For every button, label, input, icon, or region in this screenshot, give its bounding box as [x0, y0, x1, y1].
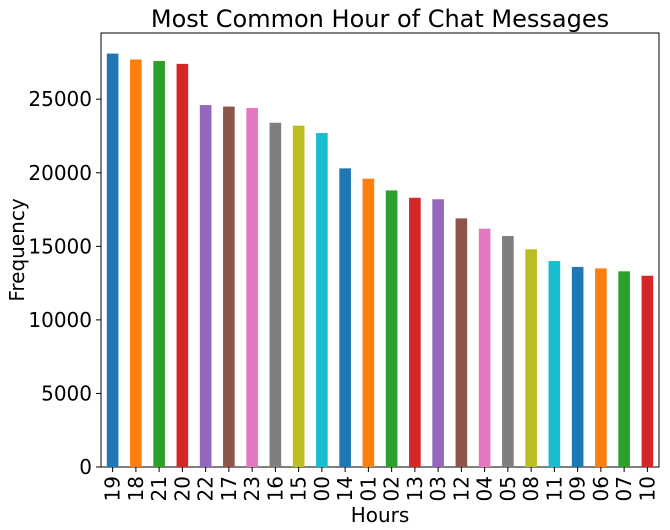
x-tick-label-06: 06 [589, 476, 613, 501]
x-tick-label-16: 16 [263, 476, 287, 501]
y-tick-label-10000: 10000 [28, 308, 92, 332]
bar-12 [455, 218, 468, 467]
bar-17 [223, 106, 235, 467]
x-tick-label-11: 11 [542, 476, 566, 501]
x-tick-label-23: 23 [240, 476, 264, 501]
x-tick-label-00: 00 [310, 476, 334, 501]
bar-18 [130, 59, 142, 468]
x-tick-label-05: 05 [496, 476, 520, 501]
x-tick-label-03: 03 [426, 476, 450, 501]
bar-06 [595, 268, 607, 467]
bar-13 [409, 197, 421, 467]
x-tick-label-10: 10 [635, 476, 659, 501]
bar-20 [176, 63, 189, 467]
x-tick-label-01: 01 [356, 476, 380, 501]
bar-19 [106, 53, 119, 467]
y-axis: 0 5000 10000 15000 20000 25000 [28, 87, 101, 479]
y-tick-label-25000: 25000 [28, 87, 92, 111]
bar-22 [199, 105, 212, 467]
x-tick-label-22: 22 [194, 476, 218, 501]
bar-10 [641, 275, 654, 467]
x-axis-label: Hours [351, 503, 410, 527]
x-axis: 19 18 21 20 22 17 23 16 15 00 14 01 02 13 03 12 04 05 08 11… [101, 467, 659, 501]
x-tick-label-12: 12 [449, 476, 473, 501]
bar-09 [571, 266, 584, 467]
bar-14 [339, 168, 351, 467]
bar-05 [502, 236, 514, 467]
x-tick-label-18: 18 [124, 476, 148, 501]
y-tick-label-0: 0 [79, 455, 92, 479]
bar-04 [478, 228, 491, 467]
x-tick-label-20: 20 [170, 476, 194, 501]
bar-16 [269, 122, 282, 467]
bar-11 [548, 261, 561, 467]
x-tick-label-08: 08 [519, 476, 543, 501]
bar-00 [316, 133, 328, 467]
y-axis-label: Frequency [5, 198, 29, 301]
bar-15 [292, 125, 305, 467]
bar-21 [153, 60, 165, 467]
x-tick-label-17: 17 [217, 476, 241, 501]
x-tick-label-07: 07 [612, 476, 636, 501]
y-tick-label-15000: 15000 [28, 234, 92, 258]
x-tick-label-14: 14 [333, 476, 357, 501]
bar-08 [525, 249, 537, 467]
bar-23 [246, 108, 258, 467]
bar-01 [362, 178, 375, 467]
y-tick-label-20000: 20000 [28, 161, 92, 185]
bars-group [106, 53, 654, 468]
x-tick-label-02: 02 [380, 476, 404, 501]
bar-07 [618, 271, 630, 467]
plot-area [100, 32, 660, 468]
x-tick-label-21: 21 [147, 476, 171, 501]
x-tick-label-19: 19 [101, 476, 125, 501]
chart-title: Most Common Hour of Chat Messages [151, 5, 609, 33]
y-tick-label-5000: 5000 [41, 381, 92, 405]
bar-03 [432, 199, 444, 467]
x-tick-label-15: 15 [287, 476, 311, 501]
x-tick-label-13: 13 [403, 476, 427, 501]
bar-02 [385, 190, 398, 468]
x-tick-label-04: 04 [473, 476, 497, 501]
x-tick-label-09: 09 [566, 476, 590, 501]
